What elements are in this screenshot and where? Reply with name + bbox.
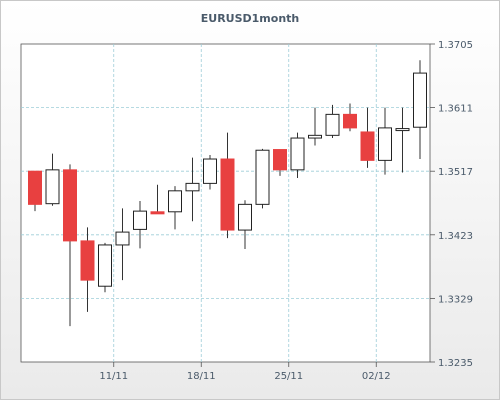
y-tick-label: 1.3517 (438, 167, 473, 178)
candle-body-up (45, 169, 60, 205)
candle-body-up (238, 203, 252, 231)
candle-body-down (28, 170, 42, 205)
candle-body-down (63, 169, 77, 242)
y-tick-label: 1.3329 (438, 294, 473, 305)
candle-body-down (220, 158, 235, 231)
x-tick-label: 25/11 (274, 371, 303, 382)
candle-body-up (168, 190, 182, 213)
candle-body-down (360, 131, 375, 161)
candle-body-up (185, 182, 200, 192)
candle-body-up (133, 210, 147, 230)
candle-body-up (115, 231, 130, 246)
chart-title: EURUSD1month (201, 12, 300, 25)
candle-body-down (150, 211, 165, 215)
candle-body-up (255, 149, 270, 205)
candle-body-up (325, 113, 340, 136)
candle-body-down (273, 149, 287, 171)
x-tick-label: 02/12 (362, 371, 391, 382)
candle-body-up (290, 137, 305, 171)
candle-body-up (308, 134, 322, 139)
candle-body-up (203, 158, 217, 184)
candle-body-down (343, 113, 357, 129)
y-tick-label: 1.3423 (438, 231, 473, 242)
y-tick-label: 1.3705 (438, 40, 473, 51)
x-tick-label: 11/11 (99, 371, 128, 382)
grid-lines (21, 44, 430, 362)
candle-body-down (80, 240, 95, 281)
candle-body-up (98, 244, 112, 287)
y-tick-label: 1.3235 (438, 358, 473, 369)
candle-body-up (413, 72, 427, 128)
y-tick-label: 1.3611 (438, 104, 473, 115)
candles (28, 60, 427, 327)
candle-body-up (395, 128, 410, 132)
axes: 1.3705 1.3611 1.3517 1.3423 1.3329 1.3235 11/1… (99, 40, 473, 382)
candle-body-up (378, 127, 392, 161)
x-tick-label: 18/11 (187, 371, 216, 382)
